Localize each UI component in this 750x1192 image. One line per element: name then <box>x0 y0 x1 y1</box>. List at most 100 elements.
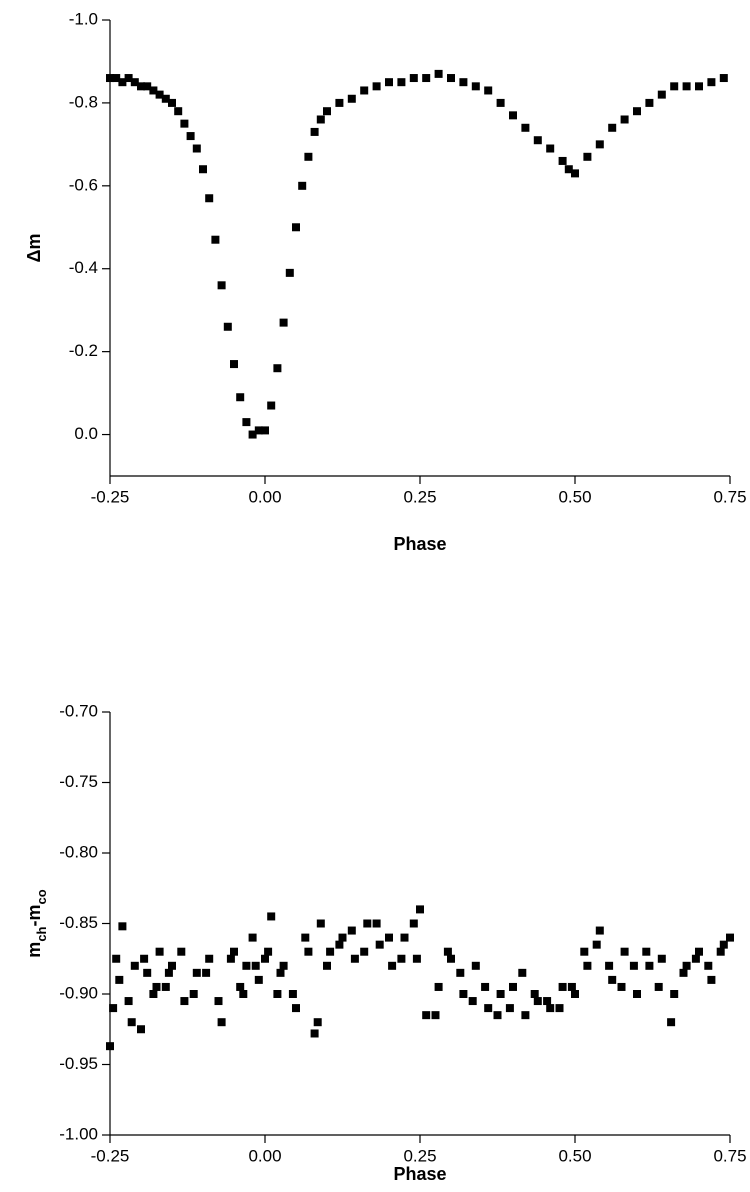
data-point <box>567 982 576 991</box>
y-axis-label-part: -m <box>24 904 44 926</box>
data-point <box>412 954 421 963</box>
data-point <box>509 982 517 991</box>
data-point <box>363 919 372 928</box>
data-point <box>301 933 310 942</box>
y-axis-label-part: co <box>34 889 49 904</box>
y-tick-label: -0.6 <box>69 175 98 194</box>
data-point <box>279 318 288 327</box>
data-point <box>161 982 170 991</box>
data-point <box>304 152 313 161</box>
data-point <box>397 954 406 963</box>
y-tick-label: -0.85 <box>59 913 98 932</box>
data-point <box>288 990 297 998</box>
data-point <box>186 132 195 141</box>
data-point <box>149 990 158 998</box>
data-point <box>298 181 307 190</box>
data-point <box>617 982 626 991</box>
data-point <box>400 933 409 942</box>
data-point <box>106 74 114 83</box>
data-point <box>620 115 629 124</box>
y-tick-label: -0.8 <box>69 92 98 111</box>
data-point <box>695 947 703 956</box>
data-point <box>267 401 276 410</box>
data-point <box>164 968 173 977</box>
data-point <box>695 82 703 91</box>
data-point <box>595 140 604 149</box>
data-point <box>471 961 480 970</box>
data-point <box>264 947 273 956</box>
data-point <box>313 1018 322 1027</box>
data-point <box>217 1018 226 1027</box>
data-point <box>633 990 641 998</box>
data-point <box>211 235 220 244</box>
data-point <box>558 982 567 991</box>
data-point <box>443 947 452 956</box>
data-point <box>292 223 300 232</box>
data-point <box>654 982 663 991</box>
data-point <box>434 982 443 991</box>
data-point <box>261 954 269 963</box>
data-point <box>388 961 397 970</box>
data-point <box>592 940 601 949</box>
data-point <box>242 418 251 427</box>
data-point <box>468 997 477 1006</box>
data-point <box>323 107 331 116</box>
data-point <box>372 82 381 91</box>
data-point <box>620 947 629 956</box>
data-point <box>484 1004 493 1013</box>
data-point <box>546 1004 555 1013</box>
data-point <box>118 922 127 931</box>
data-point <box>546 144 555 153</box>
data-point <box>608 123 617 132</box>
data-point <box>316 919 325 928</box>
y-tick-label: -0.90 <box>59 983 98 1002</box>
data-point <box>691 954 700 963</box>
data-point <box>360 947 369 956</box>
data-point <box>385 933 393 942</box>
data-point <box>726 933 734 942</box>
data-point <box>422 74 431 83</box>
data-point <box>168 98 176 107</box>
data-point <box>533 997 542 1006</box>
data-point <box>629 961 638 970</box>
x-axis-label: Phase <box>393 534 446 554</box>
x-axis-label: Phase <box>393 1164 446 1184</box>
y-tick-label: -0.75 <box>59 772 98 791</box>
data-point <box>168 961 176 970</box>
y-tick-label: 0.0 <box>74 424 98 443</box>
data-point <box>571 990 579 998</box>
data-point <box>174 107 183 116</box>
data-point <box>642 947 651 956</box>
data-point <box>667 1018 676 1027</box>
data-point <box>719 74 728 83</box>
data-point <box>707 975 716 984</box>
data-point <box>679 968 688 977</box>
data-point <box>130 78 139 87</box>
x-tick-label: 0.00 <box>248 487 281 506</box>
data-point <box>109 1004 118 1013</box>
y-tick-label: -0.2 <box>69 341 98 360</box>
y-axis-label-part: Δm <box>24 234 44 263</box>
data-point <box>192 144 201 153</box>
data-point <box>385 78 393 87</box>
data-point <box>505 1004 514 1013</box>
data-point <box>682 82 691 91</box>
data-point <box>580 947 589 956</box>
data-point <box>205 194 214 203</box>
y-tick-label: -0.70 <box>59 701 98 720</box>
y-axis-label-part: ch <box>34 926 49 941</box>
data-point <box>149 86 158 95</box>
data-point <box>434 69 443 78</box>
data-point <box>645 961 654 970</box>
data-point <box>471 82 480 91</box>
data-point <box>326 947 335 956</box>
data-point <box>230 947 238 956</box>
data-point <box>242 961 251 970</box>
data-point <box>254 426 263 435</box>
data-point <box>279 961 288 970</box>
data-point <box>106 1042 114 1051</box>
data-point <box>143 82 152 91</box>
data-point <box>595 926 604 935</box>
data-point <box>180 119 189 128</box>
